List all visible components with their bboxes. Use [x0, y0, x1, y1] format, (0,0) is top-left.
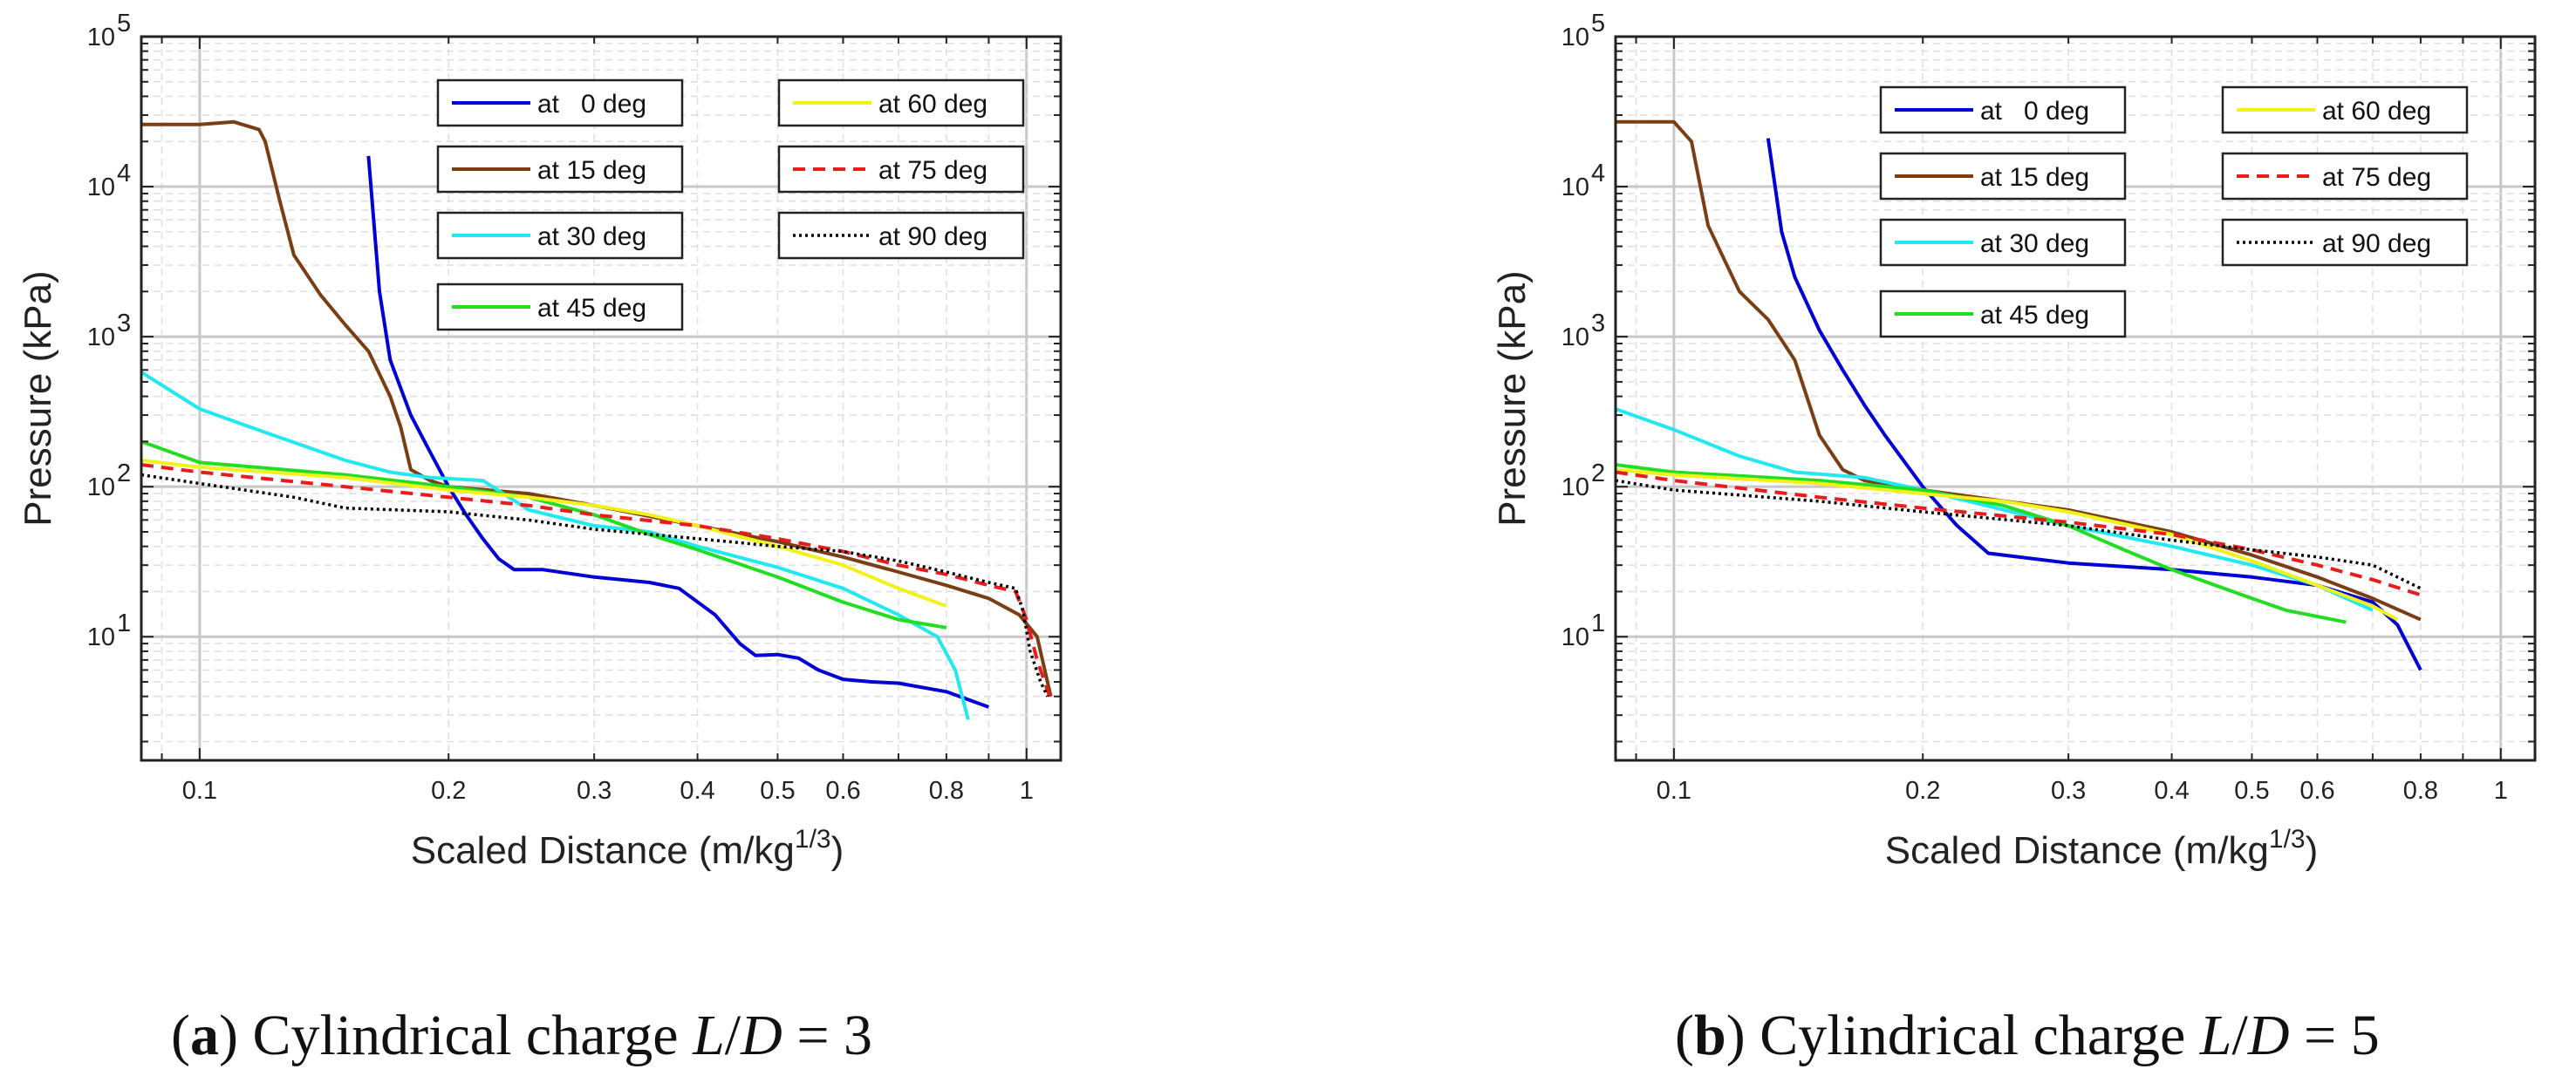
legend-label: at 45 deg [537, 294, 646, 323]
x-tick-label: 0.4 [2154, 777, 2189, 805]
y-tick-label: 10 [87, 473, 115, 501]
legend-item: at 60 deg [2221, 85, 2469, 134]
y-tick-label: 10 [1561, 24, 1589, 51]
y-tick-label: 10 [1561, 174, 1589, 201]
legend-item: at 0 deg [1879, 85, 2127, 134]
x-tick-label: 0.3 [2051, 777, 2086, 805]
series-line-at-0-deg [366, 155, 990, 709]
series-line-at-60-deg [1615, 467, 2399, 622]
legend: at 0 deg at 15 deg at 30 deg at 45 deg at 60… [1879, 85, 2469, 338]
series-lines [140, 119, 1053, 720]
series-line-at-15-deg [1616, 119, 2422, 622]
legend-item: at 75 deg [777, 145, 1025, 194]
y-tick-exponent: 4 [117, 160, 131, 187]
caption-a: (a) Cylindrical charge L/D = 3 [171, 1004, 873, 1067]
legend-item: at 45 deg [436, 283, 684, 331]
legend-item: at 60 deg [777, 78, 1025, 127]
x-tick-label: 1 [2494, 777, 2508, 805]
x-tick-label: 0.5 [760, 777, 795, 805]
y-tick-exponent: 4 [1591, 160, 1605, 187]
axes-frame [140, 35, 1063, 762]
x-tick-label: 0.1 [182, 777, 217, 805]
legend: at 0 deg at 15 deg at 30 deg at 45 deg at 60… [436, 78, 1025, 331]
legend-item: at 75 deg [2221, 152, 2469, 201]
series-line-at-60-deg [140, 458, 947, 608]
caption-a-letter: a [189, 1004, 219, 1067]
legend-label: at 60 deg [878, 90, 987, 119]
legend-label: at 90 deg [878, 222, 987, 251]
caption-b-letter: b [1693, 1004, 1726, 1067]
legend-label: at 75 deg [878, 156, 987, 185]
series-line-at-90-deg [140, 473, 1049, 698]
legend-item: at 0 deg [436, 78, 684, 127]
series-lines [1615, 119, 2422, 671]
y-tick-exponent: 5 [1591, 10, 1605, 37]
y-tick-exponent: 3 [1591, 310, 1605, 337]
x-tick-label: 0.5 [2234, 777, 2269, 805]
series-line-at-45-deg [140, 439, 947, 630]
y-tick-exponent: 3 [117, 310, 131, 337]
y-tick-exponent: 1 [1591, 609, 1605, 637]
caption-a-text: Cylindrical charge L/D = 3 [252, 1004, 873, 1067]
y-tick-exponent: 2 [1591, 460, 1605, 487]
grid [141, 35, 1061, 760]
x-tick-label: 0.6 [825, 777, 860, 805]
legend-label: at 15 deg [1980, 163, 2089, 192]
series-line-at-75-deg [1615, 470, 2422, 597]
legend-label: at 75 deg [2322, 163, 2431, 192]
legend-label: at 0 deg [537, 90, 646, 119]
x-axis-label: Scaled Distance (m/kg1/3) [1885, 825, 2319, 872]
legend-item: at 15 deg [436, 145, 684, 194]
legend-label: at 45 deg [1980, 301, 2089, 330]
series-line-at-90-deg [1615, 479, 2422, 590]
y-tick-label: 10 [1561, 623, 1589, 651]
caption-b-text: Cylindrical charge L/D = 5 [1759, 1004, 2380, 1067]
y-axis-label: Pressure (kPa) [1491, 270, 1534, 526]
x-tick-label: 0.1 [1657, 777, 1691, 805]
legend-item: at 15 deg [1879, 152, 2127, 201]
x-tick-label: 0.8 [929, 777, 964, 805]
x-tick-label: 0.2 [1905, 777, 1940, 805]
y-tick-exponent: 1 [117, 609, 131, 637]
legend-item: at 90 deg [2221, 218, 2469, 267]
legend-label: at 90 deg [2322, 229, 2431, 258]
series-line-at-45-deg [1615, 463, 2347, 624]
x-tick-label: 0.4 [680, 777, 714, 805]
y-tick-label: 10 [87, 174, 115, 201]
y-tick-label: 10 [87, 24, 115, 51]
y-axis-label: Pressure (kPa) [17, 270, 59, 526]
x-axis-label: Scaled Distance (m/kg1/3) [411, 825, 844, 872]
legend-item: at 30 deg [436, 211, 684, 260]
legend-item: at 30 deg [1879, 218, 2127, 267]
legend-label: at 0 deg [1980, 97, 2089, 126]
y-tick-exponent: 2 [117, 460, 131, 487]
y-tick-label: 10 [1561, 323, 1589, 351]
legend-label: at 15 deg [537, 156, 646, 185]
x-tick-label: 0.8 [2403, 777, 2438, 805]
x-tick-label: 0.6 [2299, 777, 2334, 805]
legend-label: at 30 deg [537, 222, 646, 251]
axes-frame [1614, 35, 2537, 762]
legend-label: at 30 deg [1980, 229, 2089, 258]
y-tick-label: 10 [1561, 473, 1589, 501]
legend-item: at 45 deg [1879, 289, 2127, 338]
x-tick-label: 1 [1020, 777, 1034, 805]
caption-b: (b) Cylindrical charge L/D = 5 [1675, 1004, 2380, 1067]
legend-box [1879, 152, 2127, 201]
y-tick-exponent: 5 [117, 10, 131, 37]
x-tick-label: 0.2 [431, 777, 466, 805]
x-tick-label: 0.3 [577, 777, 612, 805]
legend-label: at 60 deg [2322, 97, 2431, 126]
series-line-at-75-deg [140, 463, 1053, 701]
legend-item: at 90 deg [777, 211, 1025, 260]
y-tick-label: 10 [87, 323, 115, 351]
y-tick-label: 10 [87, 623, 115, 651]
